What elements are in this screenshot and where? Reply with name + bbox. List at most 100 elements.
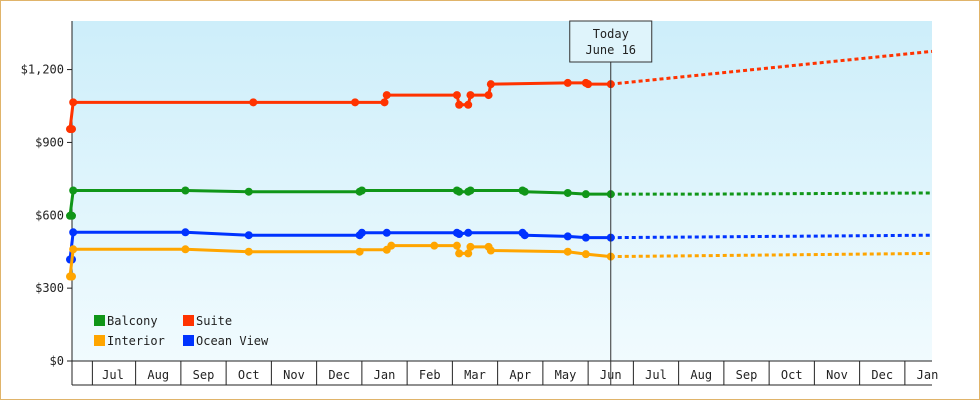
- data-point: [452, 241, 461, 250]
- data-point: [466, 186, 475, 195]
- x-tick-label: Aug: [690, 368, 712, 382]
- data-point: [66, 125, 75, 134]
- legend-swatch: [183, 315, 194, 326]
- data-point: [581, 233, 590, 242]
- data-point: [581, 190, 590, 199]
- data-point: [563, 232, 572, 241]
- x-tick-label: Jan: [917, 368, 939, 382]
- today-date: June 16: [585, 43, 636, 57]
- data-point: [244, 187, 253, 196]
- data-point: [455, 187, 464, 196]
- legend-item: Suite: [183, 314, 232, 328]
- data-point: [69, 245, 78, 254]
- today-box: [569, 20, 653, 63]
- data-point: [563, 247, 572, 256]
- data-point: [581, 250, 590, 259]
- forecast-line: [610, 191, 933, 196]
- series-line: [68, 230, 611, 261]
- data-point: [69, 228, 78, 237]
- data-point: [584, 80, 593, 89]
- x-tick-label: Nov: [283, 368, 305, 382]
- y-tick-label: $300: [35, 281, 64, 295]
- legend-item: Balcony: [94, 314, 158, 328]
- series: [66, 49, 933, 281]
- x-tick-label: Feb: [419, 368, 441, 382]
- data-point: [455, 100, 464, 109]
- data-point: [351, 98, 360, 107]
- data-point: [382, 91, 391, 100]
- y-tick-label: $600: [35, 208, 64, 222]
- x-tick-label: Jul: [102, 368, 124, 382]
- data-point: [466, 242, 475, 251]
- y-tick-label: $0: [50, 354, 64, 368]
- series-suite: [66, 49, 933, 134]
- data-point: [464, 228, 473, 237]
- data-point: [486, 246, 495, 255]
- data-point: [69, 186, 78, 195]
- forecast-line: [610, 251, 933, 259]
- legend: Balcony Suite Interior Ocean View: [94, 314, 269, 348]
- x-tick-label: Jul: [645, 368, 667, 382]
- series-interior: [66, 241, 933, 281]
- data-point: [455, 249, 464, 258]
- data-point: [357, 186, 366, 195]
- x-tick-label: Apr: [509, 368, 531, 382]
- data-point: [181, 245, 190, 254]
- legend-label: Suite: [196, 314, 232, 328]
- data-point: [181, 186, 190, 195]
- x-tick-label: Oct: [238, 368, 260, 382]
- x-tick-label: Dec: [328, 368, 350, 382]
- data-point: [430, 241, 439, 250]
- data-point: [464, 249, 473, 258]
- data-point: [563, 188, 572, 197]
- data-point: [355, 247, 364, 256]
- data-point: [244, 231, 253, 240]
- legend-label: Ocean View: [196, 334, 269, 348]
- data-point: [66, 272, 75, 281]
- x-tick-label: May: [555, 368, 577, 382]
- x-tick-label: Dec: [871, 368, 893, 382]
- legend-swatch: [94, 315, 105, 326]
- data-point: [69, 98, 78, 107]
- series-balcony: [66, 186, 933, 220]
- data-point: [520, 231, 529, 240]
- data-point: [387, 241, 396, 250]
- data-point: [563, 78, 572, 87]
- x-tick-label: Aug: [147, 368, 169, 382]
- data-point: [486, 80, 495, 89]
- x-tick-label: Sep: [193, 368, 215, 382]
- legend-item: Ocean View: [183, 334, 269, 348]
- data-point: [520, 187, 529, 196]
- legend-swatch: [94, 335, 105, 346]
- legend-item: Interior: [94, 334, 165, 348]
- data-point: [357, 228, 366, 237]
- data-point: [181, 228, 190, 237]
- data-point: [464, 100, 473, 109]
- data-point: [382, 228, 391, 237]
- axes: $0 $300 $600 $900 $1,200 Jul Aug Sep Oct Nov Dec Ja…: [21, 21, 939, 386]
- forecast-line: [610, 233, 933, 240]
- y-tick-label: $1,200: [21, 63, 64, 77]
- data-point: [452, 91, 461, 100]
- legend-swatch: [183, 335, 194, 346]
- data-point: [484, 91, 493, 100]
- x-tick-label: Sep: [736, 368, 758, 382]
- x-tick-label: Oct: [781, 368, 803, 382]
- legend-label: Interior: [107, 334, 165, 348]
- x-tick-label: Jan: [374, 368, 396, 382]
- x-tick-label: Nov: [826, 368, 848, 382]
- forecast-line: [610, 49, 933, 86]
- data-point: [249, 98, 258, 107]
- y-tick-label: $900: [35, 135, 64, 149]
- today-label: Today: [593, 27, 629, 41]
- data-point: [244, 247, 253, 256]
- data-point: [466, 91, 475, 100]
- legend-label: Balcony: [107, 314, 158, 328]
- data-point: [380, 98, 389, 107]
- today-marker: Today June 16: [569, 20, 653, 385]
- x-tick-label: Mar: [464, 368, 486, 382]
- series-ocean-view: [66, 228, 933, 264]
- data-point: [455, 229, 464, 238]
